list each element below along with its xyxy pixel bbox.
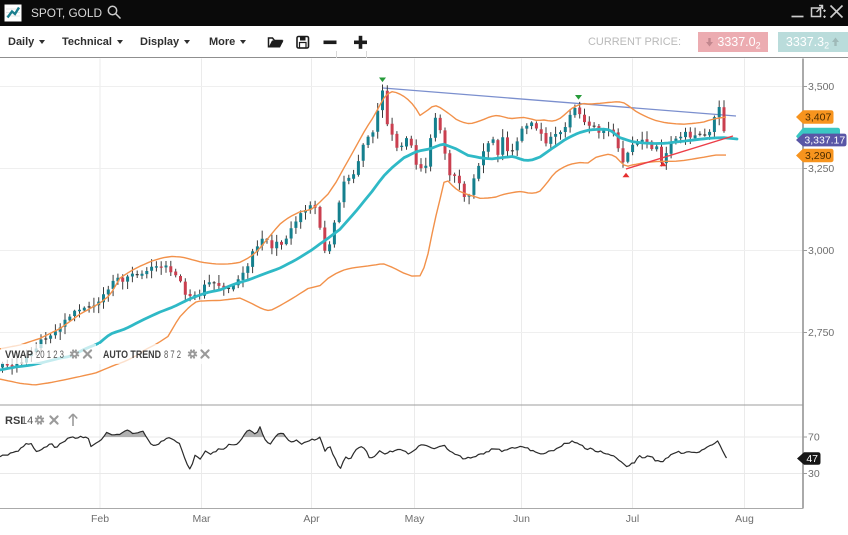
svg-text:May: May: [405, 513, 426, 525]
svg-text:CURRENT PRICE:: CURRENT PRICE:: [588, 36, 681, 48]
svg-text:Jul: Jul: [626, 513, 639, 525]
svg-text:Mar: Mar: [192, 513, 211, 525]
svg-text:3,337.17: 3,337.17: [804, 135, 845, 147]
svg-text:70: 70: [808, 432, 820, 444]
svg-text:Feb: Feb: [91, 513, 109, 525]
svg-text:3,290: 3,290: [805, 150, 831, 162]
svg-text:Aug: Aug: [735, 513, 754, 525]
svg-text:14: 14: [21, 415, 33, 427]
svg-text:3,500: 3,500: [808, 81, 834, 93]
svg-text:Apr: Apr: [303, 513, 320, 525]
svg-text:Jun: Jun: [513, 513, 530, 525]
svg-text:3,407: 3,407: [805, 112, 831, 124]
svg-text:8 7 2: 8 7 2: [164, 349, 181, 361]
svg-text:2,750: 2,750: [808, 327, 834, 339]
svg-text:3,000: 3,000: [808, 245, 834, 257]
svg-text:RSI: RSI: [5, 415, 23, 427]
svg-text:AUTO TREND: AUTO TREND: [103, 349, 161, 361]
svg-text:SPOT, GOLD: SPOT, GOLD: [31, 6, 102, 20]
svg-text:30: 30: [808, 468, 820, 480]
svg-text:47: 47: [806, 453, 818, 465]
svg-text:20 1 2 3: 20 1 2 3: [36, 349, 64, 361]
svg-text:3,250: 3,250: [808, 163, 834, 175]
svg-text:VWAP: VWAP: [5, 349, 33, 361]
